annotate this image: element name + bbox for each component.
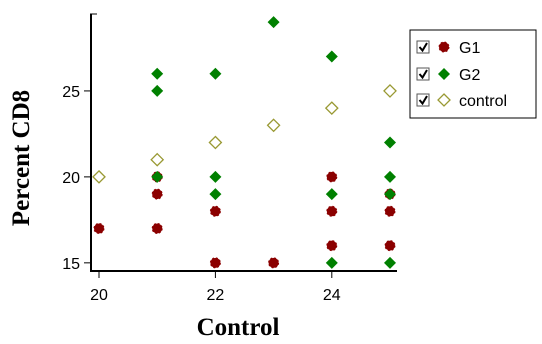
legend-marker-control	[437, 93, 451, 107]
legend-label: control	[459, 93, 507, 110]
data-point-control	[208, 135, 223, 150]
legend-checkbox[interactable]	[416, 40, 430, 54]
legend-checkbox[interactable]	[416, 67, 430, 81]
y-axis-ticks: 15 20 25	[62, 84, 91, 273]
legend-label: G1	[459, 40, 480, 57]
data-point-g2	[151, 84, 164, 97]
series-control-points	[92, 84, 397, 184]
x-tick-label: 20	[90, 287, 108, 304]
y-tick-label: 15	[62, 256, 80, 273]
x-axis-title: Control	[197, 314, 280, 341]
legend-marker-g2	[438, 68, 450, 80]
legend-item-control[interactable]: control	[416, 93, 507, 110]
data-point-g2	[267, 16, 280, 29]
data-point-g1	[326, 240, 338, 252]
data-point-g2	[209, 170, 222, 183]
data-point-g2	[384, 170, 396, 183]
legend-item-g1[interactable]: G1	[416, 40, 480, 57]
x-axis-ticks: 20 22 24	[90, 271, 341, 304]
legend-item-g2[interactable]: G2	[416, 67, 480, 84]
y-axis-title: Percent CD8	[8, 90, 35, 226]
data-point-g2	[384, 136, 396, 149]
data-point-g2	[151, 67, 164, 80]
y-tick-label: 25	[62, 84, 80, 101]
legend-box	[409, 29, 537, 119]
legend-marker-g1	[438, 41, 450, 53]
data-point-g1	[268, 257, 280, 269]
legend-checkbox[interactable]	[416, 93, 430, 107]
data-point-g2	[384, 256, 396, 269]
data-point-g1	[93, 222, 105, 234]
series-g2-points	[151, 16, 396, 269]
data-point-control	[324, 101, 339, 116]
data-point-g2	[209, 67, 222, 80]
data-points	[92, 16, 397, 269]
data-point-control	[266, 118, 281, 133]
data-point-g2	[384, 188, 396, 201]
data-point-g1	[209, 257, 221, 269]
legend-label: G2	[459, 67, 480, 84]
x-tick-label: 24	[323, 287, 341, 304]
data-point-g2	[325, 256, 338, 269]
x-tick-label: 22	[207, 287, 225, 304]
data-point-g1	[151, 222, 163, 234]
data-point-g2	[209, 188, 222, 201]
y-tick-label: 20	[62, 170, 80, 187]
series-g1-points	[93, 171, 396, 269]
data-point-g1	[326, 205, 338, 217]
data-point-g1	[384, 240, 396, 252]
data-point-g1	[326, 171, 338, 183]
data-point-control	[383, 84, 397, 98]
data-point-g2	[151, 170, 164, 183]
data-point-g1	[209, 205, 221, 217]
data-point-g2	[325, 188, 338, 201]
plot-area: 20 22 24 15 20 25	[62, 13, 397, 304]
legend: G1 G2 control	[409, 29, 537, 119]
data-point-control	[150, 152, 165, 167]
data-point-g1	[384, 205, 396, 217]
data-point-g1	[151, 188, 163, 200]
data-point-g2	[325, 50, 338, 63]
data-point-control	[92, 169, 106, 184]
